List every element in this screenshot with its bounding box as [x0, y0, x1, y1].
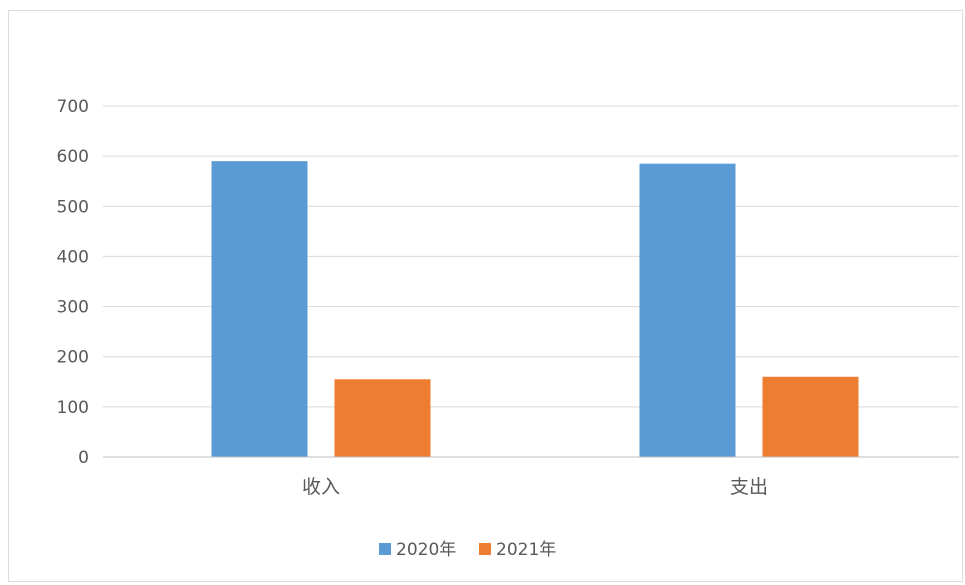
- y-axis-tick-labels: 0 100 200 300 400 500 600 700: [57, 97, 89, 468]
- bar-series-2: [334, 379, 431, 457]
- x-category-label: 支出: [730, 476, 768, 498]
- legend-swatch: [479, 543, 491, 555]
- y-tick-label: 300: [57, 298, 89, 318]
- y-tick-label: 200: [57, 348, 89, 368]
- y-tick-label: 500: [57, 197, 89, 217]
- x-axis: 收入 支出: [103, 456, 959, 498]
- x-category-label: 收入: [302, 476, 340, 498]
- y-tick-label: 700: [57, 97, 89, 117]
- legend: 2020年 2021年: [379, 540, 556, 560]
- legend-label: 2021年: [496, 540, 556, 560]
- y-tick-label: 100: [57, 398, 89, 418]
- bars: [211, 161, 859, 457]
- chart-container: 0 100 200 300 400 500 600 700 收入 支出 2020年 2021年: [8, 10, 963, 582]
- y-tick-label: 600: [57, 147, 89, 167]
- y-tick-label: 0: [78, 448, 89, 468]
- y-tick-label: 400: [57, 247, 89, 267]
- bar-chart: 0 100 200 300 400 500 600 700 收入 支出 2020年 2021年: [57, 97, 959, 560]
- bar-series-1: [639, 163, 736, 457]
- bar-series-2: [762, 376, 859, 457]
- legend-swatch: [379, 543, 391, 555]
- legend-label: 2020年: [396, 540, 456, 560]
- bar-series-1: [211, 161, 308, 457]
